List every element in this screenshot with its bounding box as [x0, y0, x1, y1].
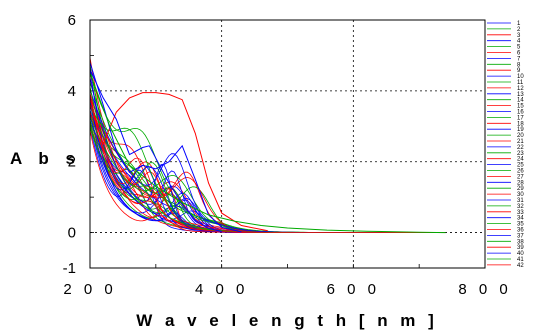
- legend-label: 19: [517, 127, 524, 133]
- legend-label: 21: [517, 139, 524, 145]
- y-tick-label: 2: [68, 154, 76, 171]
- spectrum-line: [90, 92, 446, 233]
- x-tick-label: 4 0 0: [195, 281, 248, 298]
- legend-label: 23: [517, 151, 524, 157]
- legend-label: 27: [517, 174, 524, 180]
- tick-labels: 2 0 0 4 0 0 6 0 0 8 0 0 -1 0 2 4 6: [63, 12, 511, 298]
- legend-label: 39: [517, 245, 524, 251]
- plot-area: [90, 20, 485, 268]
- legend-label: 33: [517, 210, 524, 216]
- legend-label: 31: [517, 198, 524, 204]
- legend-label: 9: [517, 68, 521, 74]
- legend-label: 1: [517, 21, 521, 27]
- legend-label: 42: [517, 263, 524, 269]
- legend-label: 20: [517, 133, 524, 139]
- legend-label: 10: [517, 74, 524, 80]
- legend-label: 30: [517, 192, 524, 198]
- legend-label: 38: [517, 239, 524, 245]
- legend-label: 2: [517, 27, 521, 33]
- legend-label: 28: [517, 180, 524, 186]
- x-tick-label: 8 0 0: [458, 281, 511, 298]
- legend-label: 22: [517, 145, 524, 151]
- spectrum-line-red-broad: [92, 92, 268, 232]
- legend-label: 8: [517, 62, 521, 68]
- legend-label: 12: [517, 86, 524, 92]
- legend-label: 13: [517, 92, 524, 98]
- legend-label: 3: [517, 33, 521, 39]
- y-axis-title: A b s: [10, 149, 81, 168]
- y-tick-label: 0: [68, 225, 76, 242]
- legend-label: 32: [517, 204, 524, 210]
- legend-label: 37: [517, 233, 524, 239]
- y-tick-label: 6: [68, 12, 76, 29]
- legend-label: 25: [517, 163, 524, 169]
- spectrum-line-blue-peak-350: [90, 62, 242, 233]
- x-tick-label: 6 0 0: [327, 281, 380, 298]
- spectrum-line-blue-peak-290: [90, 69, 222, 232]
- series-group: [90, 57, 446, 234]
- legend-label: 7: [517, 56, 521, 62]
- legend-label: 18: [517, 121, 524, 127]
- legend-label: 40: [517, 251, 524, 257]
- legend-label: 35: [517, 222, 524, 228]
- legend-label: 26: [517, 169, 524, 175]
- legend-label: 4: [517, 39, 521, 45]
- legend-label: 41: [517, 257, 524, 263]
- plot-frame: [89, 19, 486, 269]
- legend-label: 36: [517, 228, 524, 234]
- legend-label: 5: [517, 45, 521, 51]
- legend-label: 16: [517, 110, 524, 116]
- x-axis-title: W a v e l e n g t h [ n m ]: [136, 311, 438, 330]
- legend-label: 15: [517, 104, 524, 110]
- legend-label: 34: [517, 216, 524, 222]
- legend-label: 14: [517, 98, 524, 104]
- legend-label: 11: [517, 80, 524, 86]
- legend-label: 24: [517, 157, 524, 163]
- legend-label: 29: [517, 186, 524, 192]
- y-tick-label: -1: [63, 260, 76, 277]
- legend-label: 17: [517, 115, 524, 121]
- spectrum-line-green-tail: [90, 72, 446, 234]
- x-tick-label: 2 0 0: [63, 281, 116, 298]
- y-tick-label: 4: [68, 83, 76, 100]
- legend-label: 6: [517, 51, 521, 57]
- legend: 1234567891011121314151617181920212223242…: [487, 21, 524, 269]
